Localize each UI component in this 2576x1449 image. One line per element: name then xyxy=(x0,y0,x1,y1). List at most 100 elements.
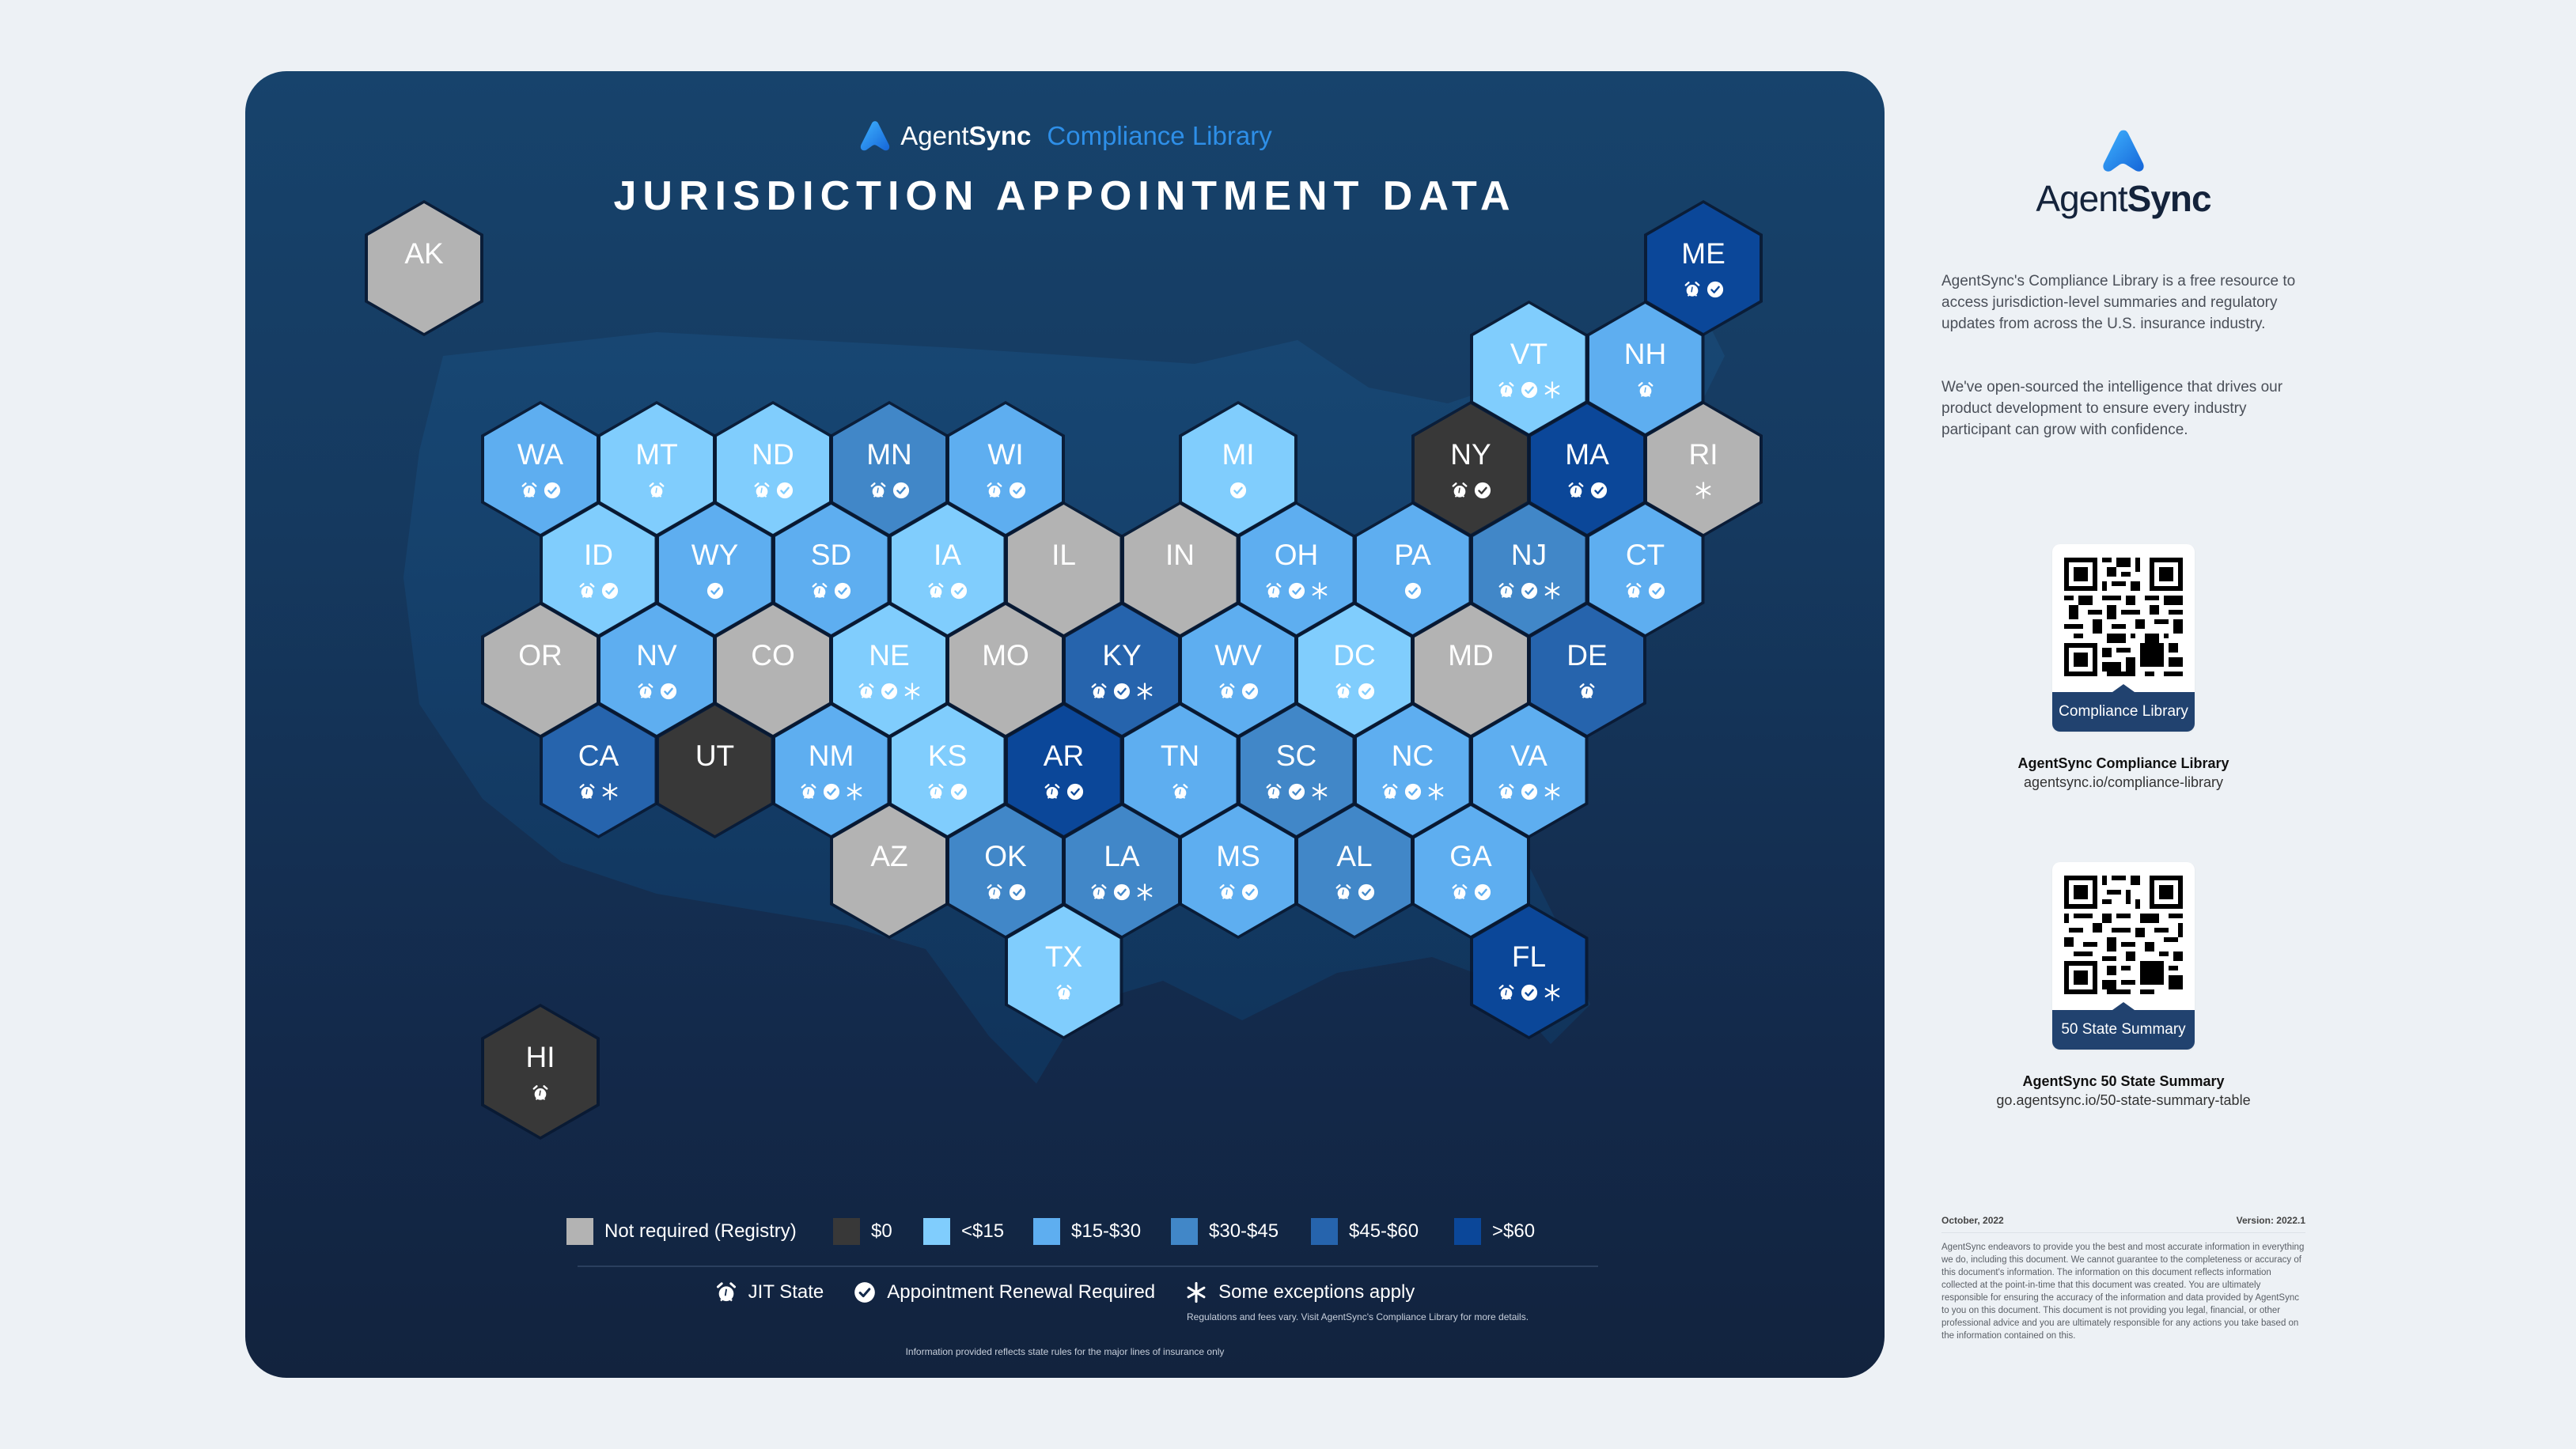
state-flags xyxy=(1498,582,1561,600)
state-abbr: MA xyxy=(1565,438,1609,471)
state-hex-tx[interactable]: TX xyxy=(1007,906,1120,1036)
disclaimer: AgentSync endeavors to provide you the b… xyxy=(1941,1243,2305,1341)
state-flags xyxy=(1381,783,1445,800)
state-abbr: NE xyxy=(869,639,910,672)
alarm-clock-icon xyxy=(532,1085,548,1100)
legend-divider xyxy=(578,1266,1598,1267)
qr-card[interactable]: Compliance Library xyxy=(2052,544,2195,732)
state-hex-ok[interactable]: OK xyxy=(949,806,1062,936)
check-circle-icon xyxy=(1521,381,1537,399)
state-abbr: AK xyxy=(404,237,444,270)
state-hex-ri[interactable]: RI xyxy=(1647,404,1760,534)
sidebar-wordmark: AgentSync xyxy=(2036,178,2211,219)
state-abbr: OR xyxy=(518,639,563,672)
state-flags xyxy=(1090,883,1154,901)
qr-url-link[interactable]: agentsync.io/compliance-library xyxy=(2023,774,2224,790)
state-flags xyxy=(1218,683,1259,700)
asterisk-icon xyxy=(1312,582,1327,600)
state-hex-me[interactable]: ME xyxy=(1647,203,1760,333)
state-hex-az[interactable]: AZ xyxy=(833,806,945,936)
legend-label: $0 xyxy=(871,1220,892,1242)
check-circle-icon xyxy=(823,783,839,800)
alarm-clock-icon xyxy=(1091,683,1107,698)
state-hex-la[interactable]: LA xyxy=(1066,806,1178,936)
alarm-clock-icon xyxy=(1044,784,1060,799)
alarm-clock-icon xyxy=(1452,482,1467,498)
color-swatch xyxy=(1454,1218,1481,1245)
legend-fee-30-45: $30-$45 xyxy=(1171,1218,1279,1245)
footer-note: Information provided reflects state rule… xyxy=(905,1346,1225,1357)
check-circle-icon xyxy=(1113,683,1131,700)
qr-tab-label: 50 State Summary xyxy=(2052,1002,2195,1050)
state-abbr: TN xyxy=(1160,740,1200,772)
qr-card[interactable]: 50 State Summary xyxy=(2052,862,2195,1050)
qr-url-link[interactable]: go.agentsync.io/50-state-summary-table xyxy=(1996,1092,2251,1108)
state-abbr: AR xyxy=(1043,740,1085,772)
state-flags xyxy=(1218,883,1259,901)
state-flags xyxy=(1637,381,1654,399)
alarm-clock-icon xyxy=(716,1282,736,1302)
legend-label: $30-$45 xyxy=(1209,1220,1279,1242)
alarm-clock-icon xyxy=(1056,985,1071,1000)
color-swatch xyxy=(566,1218,593,1245)
state-flags xyxy=(986,883,1026,901)
document-version: Version: 2022.1 xyxy=(2236,1215,2305,1226)
state-abbr: UT xyxy=(695,740,735,772)
state-hex-nh[interactable]: NH xyxy=(1589,304,1702,433)
check-circle-icon xyxy=(854,1282,876,1303)
alarm-clock-icon xyxy=(987,482,1002,498)
qr-block-compliance-library: Compliance Library AgentSync Compliance … xyxy=(1941,544,2305,791)
alarm-clock-icon xyxy=(1684,282,1699,297)
alarm-clock-icon xyxy=(1626,583,1642,598)
check-circle-icon xyxy=(1358,683,1374,700)
legend-fee-lt15: <$15 xyxy=(923,1218,1004,1245)
asterisk-icon xyxy=(1695,482,1711,499)
state-flags xyxy=(753,482,794,499)
state-abbr: OK xyxy=(984,840,1027,872)
legend-fee-15-30: $15-$30 xyxy=(1033,1218,1141,1245)
legend-fee-45-60: $45-$60 xyxy=(1311,1218,1419,1245)
qr-block-50-state-summary: 50 State Summary AgentSync 50 State Summ… xyxy=(1941,862,2305,1109)
color-swatch xyxy=(1311,1218,1338,1245)
fee-legend: Not required (Registry) $0 <$15 $15-$30 $30-… xyxy=(245,1218,1885,1250)
legend-label: >$60 xyxy=(1492,1220,1536,1242)
state-flags xyxy=(1695,482,1712,499)
qr-code-icon[interactable] xyxy=(2064,876,2183,994)
state-flags xyxy=(1229,482,1247,499)
state-flags xyxy=(869,482,910,499)
state-flags xyxy=(1498,984,1561,1001)
state-hex-ga[interactable]: GA xyxy=(1415,806,1527,936)
alarm-clock-icon xyxy=(928,784,944,799)
asterisk-icon xyxy=(1544,984,1559,1001)
state-flags xyxy=(1451,482,1491,499)
state-flags xyxy=(1265,783,1328,800)
state-hex-ak[interactable]: AK xyxy=(368,203,480,333)
state-abbr: SD xyxy=(810,539,852,571)
state-hex-al[interactable]: AL xyxy=(1298,806,1411,936)
alarm-clock-icon xyxy=(928,583,944,598)
state-abbr: NV xyxy=(636,639,677,672)
state-hex-hi[interactable]: HI xyxy=(484,1007,597,1137)
alarm-clock-icon xyxy=(1219,683,1234,698)
alarm-clock-icon xyxy=(1091,884,1107,899)
state-abbr: OH xyxy=(1274,539,1319,571)
state-hex-fl[interactable]: FL xyxy=(1472,906,1585,1036)
state-flags xyxy=(1335,883,1375,901)
check-circle-icon xyxy=(601,582,619,600)
qr-code-icon[interactable] xyxy=(2064,558,2183,676)
state-abbr: MN xyxy=(866,438,912,471)
legend-label: <$15 xyxy=(961,1220,1005,1242)
check-circle-icon xyxy=(1521,783,1537,800)
check-circle-icon xyxy=(1288,582,1305,600)
state-flags xyxy=(1404,582,1422,600)
check-circle-icon xyxy=(950,582,968,600)
state-flags xyxy=(1498,381,1561,399)
state-flags xyxy=(1684,281,1724,298)
state-abbr: AL xyxy=(1336,840,1373,872)
state-hex-ms[interactable]: MS xyxy=(1182,806,1294,936)
brand-suffix: Compliance Library xyxy=(1047,121,1272,150)
state-abbr: WV xyxy=(1214,639,1262,672)
color-swatch xyxy=(1171,1218,1198,1245)
sidebar: AgentSync AgentSync's Compliance Library… xyxy=(1941,127,2305,1341)
state-abbr: RI xyxy=(1688,438,1718,471)
